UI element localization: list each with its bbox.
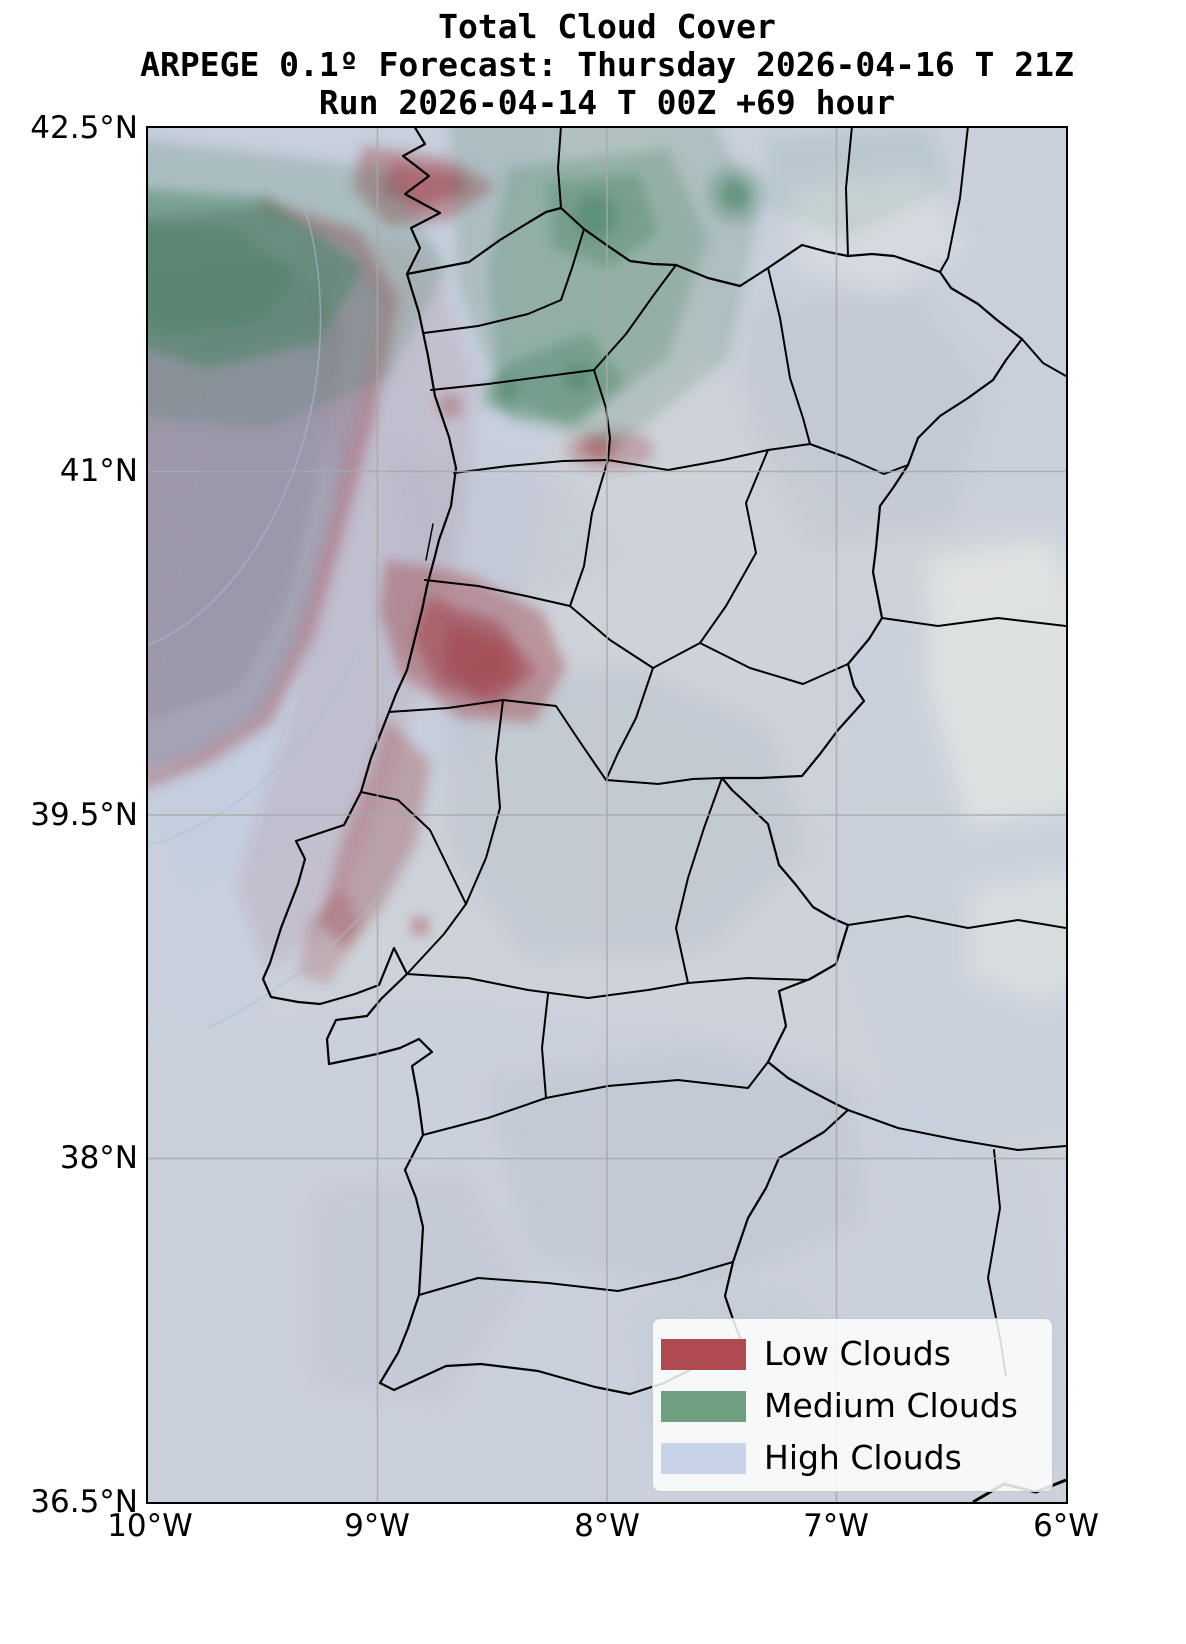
boundaries bbox=[261, 128, 1066, 1396]
cloud-blob bbox=[564, 364, 592, 392]
high-clouds-label: High Clouds bbox=[764, 1438, 962, 1477]
district-boundary bbox=[453, 459, 609, 474]
ytick-41n: 41°N bbox=[59, 453, 138, 489]
ytick-36-5n: 36.5°N bbox=[30, 1484, 138, 1520]
district-boundary bbox=[675, 777, 723, 984]
medium-clouds-label: Medium Clouds bbox=[764, 1386, 1018, 1425]
xtick-10w: 10°W bbox=[107, 1508, 193, 1544]
xtick-8w: 8°W bbox=[574, 1508, 640, 1544]
cloud-blob bbox=[748, 288, 988, 548]
province-boundary bbox=[881, 617, 1066, 627]
contour-line bbox=[207, 847, 409, 1029]
cloud-blob bbox=[968, 870, 1066, 1008]
cloud-blob bbox=[148, 223, 298, 333]
aveiro-lagoon bbox=[425, 523, 434, 561]
cloud-blob bbox=[448, 668, 808, 958]
cloud-blob bbox=[308, 1168, 528, 1408]
map-plot-area: Low Clouds Medium Clouds High Clouds bbox=[146, 126, 1068, 1504]
district-boundary bbox=[388, 699, 607, 781]
district-boundary bbox=[767, 267, 811, 445]
contour-line bbox=[148, 647, 359, 847]
district-boundary bbox=[423, 228, 585, 334]
district-boundary bbox=[699, 449, 769, 644]
high-cloud-contours bbox=[148, 187, 409, 1029]
district-boundary bbox=[424, 579, 571, 607]
cloud-blob bbox=[768, 128, 948, 238]
province-boundary bbox=[847, 1109, 1066, 1151]
district-boundary bbox=[569, 605, 701, 669]
map-canvas bbox=[148, 128, 1066, 1502]
legend-item-medium-clouds: Medium Clouds bbox=[661, 1380, 1052, 1432]
cloud-blob bbox=[928, 538, 1066, 828]
province-boundary bbox=[845, 128, 853, 257]
spain-province-boundaries bbox=[557, 128, 1066, 1377]
district-boundary bbox=[465, 699, 504, 905]
province-boundary bbox=[847, 915, 1066, 929]
high-clouds-swatch bbox=[661, 1442, 746, 1474]
district-boundary bbox=[406, 963, 837, 999]
xtick-6w: 6°W bbox=[1033, 1508, 1099, 1544]
district-boundary bbox=[569, 459, 609, 607]
medium-cloud-shading bbox=[148, 128, 948, 448]
ytick-42-5n: 42.5°N bbox=[30, 110, 138, 146]
low-clouds-swatch bbox=[661, 1338, 746, 1370]
cloud-blob bbox=[238, 218, 478, 968]
district-boundary bbox=[605, 667, 654, 781]
chart-subtitle-run: Run 2026-04-14 T 00Z +69 hour bbox=[318, 83, 896, 122]
district-boundary bbox=[541, 993, 549, 1099]
chart-subtitle-forecast: ARPEGE 0.1º Forecast: Thursday 2026-04-1… bbox=[140, 45, 1074, 84]
district-boundary bbox=[360, 791, 467, 975]
medium-clouds-swatch bbox=[661, 1390, 746, 1422]
district-boundaries bbox=[360, 228, 909, 1296]
cloud-blob bbox=[488, 1048, 868, 1288]
legend: Low Clouds Medium Clouds High Clouds bbox=[652, 1318, 1053, 1492]
cloud-blob bbox=[574, 194, 618, 238]
portugal-spain-border bbox=[405, 206, 1024, 1351]
cloud-blob bbox=[438, 394, 462, 418]
district-boundary bbox=[699, 642, 849, 685]
low-clouds-label: Low Clouds bbox=[764, 1334, 951, 1373]
ytick-38n: 38°N bbox=[59, 1140, 138, 1176]
cloud-blob bbox=[410, 916, 430, 936]
district-boundary bbox=[418, 1261, 734, 1296]
cloud-blob bbox=[444, 623, 518, 694]
chart-title: Total Cloud Cover bbox=[438, 7, 776, 46]
district-boundary bbox=[593, 369, 611, 461]
gridlines bbox=[148, 128, 1066, 1502]
cloud-blob bbox=[498, 333, 626, 423]
province-boundary bbox=[939, 128, 969, 273]
province-boundary bbox=[557, 128, 562, 209]
cloud-blob bbox=[484, 378, 516, 410]
legend-item-high-clouds: High Clouds bbox=[661, 1432, 1052, 1484]
district-boundary bbox=[422, 1061, 769, 1136]
legend-item-low-clouds: Low Clouds bbox=[661, 1328, 1052, 1380]
cloud-blob bbox=[720, 178, 752, 210]
province-boundary bbox=[1021, 338, 1066, 377]
contour-line bbox=[148, 187, 322, 646]
coastline bbox=[261, 128, 747, 1396]
cloud-blob bbox=[320, 718, 430, 950]
ytick-39-5n: 39.5°N bbox=[30, 797, 138, 833]
xtick-7w: 7°W bbox=[803, 1508, 869, 1544]
district-boundary bbox=[605, 777, 723, 785]
xtick-9w: 9°W bbox=[344, 1508, 410, 1544]
